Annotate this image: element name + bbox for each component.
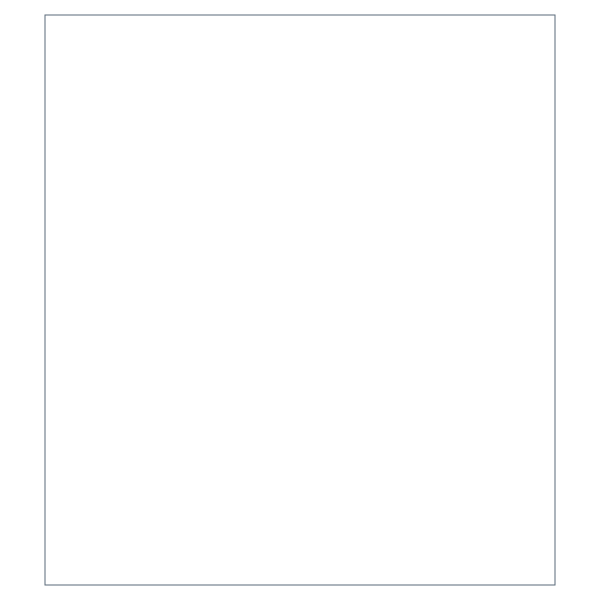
bearing-dimension-diagram <box>0 0 600 600</box>
frame <box>45 15 555 585</box>
